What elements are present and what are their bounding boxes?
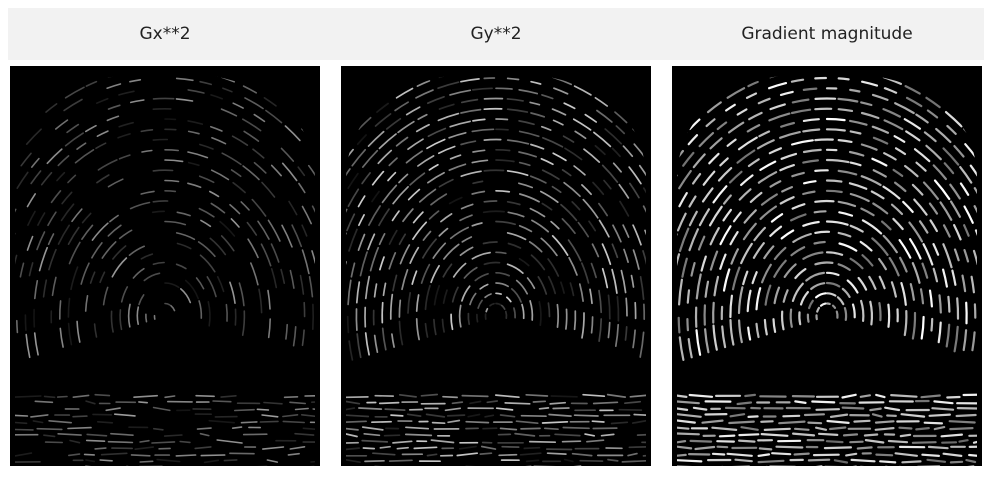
panel-title-gradient-magnitude: Gradient magnitude [741,24,913,44]
panel-titles-bar [8,8,984,60]
gx-squared-fingerprint-image [10,66,320,466]
panel-title-gy-squared: Gy**2 [470,24,522,44]
panel-title-gx-squared: Gx**2 [139,24,191,44]
gy-squared-fingerprint-image [341,66,651,466]
gradient-magnitude-fingerprint-image [672,66,982,466]
